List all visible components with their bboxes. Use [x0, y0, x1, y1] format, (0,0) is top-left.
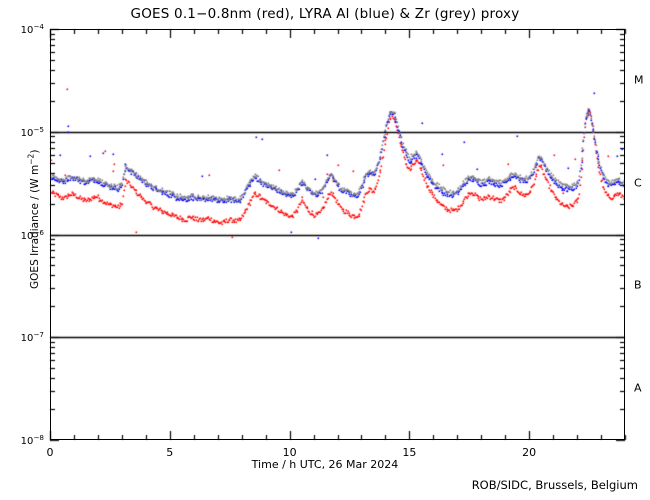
x-tick-label: 10 — [282, 446, 297, 459]
x-tick-label: 5 — [166, 446, 174, 459]
x-tick-label: 0 — [46, 446, 54, 459]
credit-label: ROB/SIDC, Brussels, Belgium — [471, 478, 638, 492]
flare-class-label-c: C — [634, 176, 642, 190]
flare-class-label-a: A — [634, 381, 642, 395]
plot-area — [50, 29, 625, 440]
y-tick-label: 10−6 — [20, 227, 44, 242]
flare-class-label-b: B — [634, 278, 642, 292]
x-tick-label: 20 — [522, 446, 537, 459]
x-axis-title: Time / h UTC, 26 Mar 2024 — [251, 458, 399, 471]
y-tick-label: 10−7 — [20, 330, 44, 345]
y-tick-label: 10−8 — [20, 432, 44, 448]
y-axis-title-text: GOES Irradiance / (W m−2) — [25, 149, 41, 289]
x-tick-label: 15 — [402, 446, 417, 459]
y-tick-label: 10−4 — [20, 21, 44, 37]
chart-title: GOES 0.1−0.8nm (red), LYRA Al (blue) & Z… — [130, 6, 520, 22]
flare-class-label-m: M — [634, 73, 644, 87]
y-axis-title: GOES Irradiance / (W m−2) — [26, 124, 41, 314]
y-tick-label: 10−5 — [20, 124, 44, 139]
